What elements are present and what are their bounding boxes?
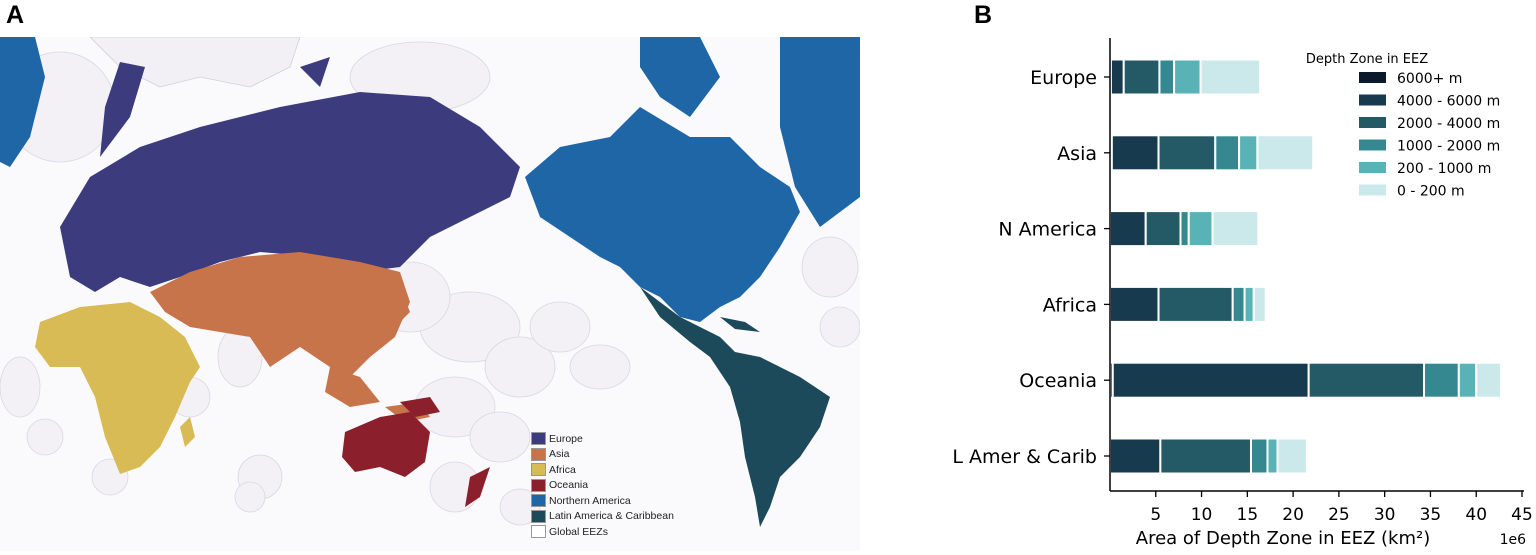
legend-swatch xyxy=(1359,162,1386,173)
bar-segment xyxy=(1457,361,1478,399)
bar-segment xyxy=(1159,437,1252,475)
bar-segment xyxy=(1199,58,1262,96)
depth-zone-chart-svg: Europe Asia N America Africa Oceania L Amer &… xyxy=(952,38,1533,549)
bar-segment xyxy=(1187,210,1214,248)
bar-segment xyxy=(1243,285,1255,323)
legend-entry: 2000 - 4000 m xyxy=(1397,116,1500,132)
legend-entry: 200 - 1000 m xyxy=(1397,161,1491,177)
legend-swatch-europe xyxy=(531,432,546,446)
panel-label-b: B xyxy=(974,1,993,29)
chart-legend: Depth Zone in EEZ 6000+ m 4000 - 6000 m 20… xyxy=(1306,52,1500,200)
bar-segment xyxy=(1266,437,1279,475)
x-tick-label: 10 xyxy=(1191,505,1213,525)
map-legend-item: Global EEZs xyxy=(531,524,674,540)
depth-zone-chart: Europe Asia N America Africa Oceania L Amer &… xyxy=(900,0,1536,551)
bars-group xyxy=(1109,58,1502,475)
legend-entry: 1000 - 2000 m xyxy=(1397,139,1500,155)
bar-segment xyxy=(1157,285,1234,323)
category-tick-label: N America xyxy=(998,219,1097,241)
legend-swatch xyxy=(1359,94,1386,106)
map-legend: Europe Asia Africa Oceania Northern Amer… xyxy=(531,431,674,540)
bar-segment xyxy=(1307,361,1426,399)
bar-segment xyxy=(1109,58,1125,96)
legend-swatch-global-eez xyxy=(531,525,546,539)
bar-segment xyxy=(1249,437,1269,475)
bar-segment xyxy=(1252,285,1267,323)
bar-segment xyxy=(1179,210,1190,248)
x-tick-label: 40 xyxy=(1465,505,1487,525)
legend-label: Africa xyxy=(549,463,576,476)
legend-label: Oceania xyxy=(549,479,589,492)
bar-segment xyxy=(1157,134,1217,172)
legend-label: Northern America xyxy=(549,494,631,507)
x-tick-label: 35 xyxy=(1420,505,1442,525)
bar-segment xyxy=(1109,210,1147,248)
bar-segment xyxy=(1109,285,1160,323)
legend-swatch-asia xyxy=(531,447,546,461)
x-axis-label: Area of Depth Zone in EEZ (km²) xyxy=(1136,528,1430,549)
bar-segment xyxy=(1475,361,1502,399)
x-tick-label: 5 xyxy=(1150,505,1161,525)
legend-label: Asia xyxy=(549,448,570,461)
bar-segment xyxy=(1214,134,1241,172)
world-map-svg xyxy=(0,37,860,551)
bar-segment xyxy=(1256,134,1315,172)
bar-segment xyxy=(1109,437,1162,475)
x-tick-label: 30 xyxy=(1374,505,1396,525)
bar-segment xyxy=(1276,437,1308,475)
map-legend-item: Africa xyxy=(531,462,674,478)
panel-label-a: A xyxy=(6,1,25,29)
bar-segment xyxy=(1173,58,1202,96)
legend-label: Global EEZs xyxy=(549,525,608,538)
bar-segment xyxy=(1211,210,1260,248)
x-tick-label: 20 xyxy=(1282,505,1304,525)
x-axis-multiplier: 1e6 xyxy=(1500,532,1527,548)
legend-entry: 6000+ m xyxy=(1397,71,1462,87)
map-legend-item: Europe xyxy=(531,431,674,447)
x-tick-label: 15 xyxy=(1237,505,1259,525)
legend-entry: 4000 - 6000 m xyxy=(1397,94,1500,110)
bar-segment xyxy=(1111,361,1310,399)
legend-swatch-latin-america xyxy=(531,509,546,523)
axes-group: Europe Asia N America Africa Oceania L Amer &… xyxy=(952,38,1533,525)
bar-segment xyxy=(1231,285,1246,323)
bar-segment xyxy=(1423,361,1460,399)
legend-swatch xyxy=(1359,184,1386,196)
map-legend-item: Northern America xyxy=(531,493,674,509)
category-tick-label: Oceania xyxy=(1019,370,1097,392)
legend-swatch-oceania xyxy=(531,478,546,492)
category-tick-label: L Amer & Carib xyxy=(952,446,1097,468)
legend-swatch xyxy=(1359,117,1386,128)
map-legend-item: Oceania xyxy=(531,478,674,494)
legend-title: Depth Zone in EEZ xyxy=(1306,52,1428,67)
bar-segment xyxy=(1238,134,1259,172)
legend-label: Latin America & Caribbean xyxy=(549,510,674,523)
bar-segment xyxy=(1144,210,1182,248)
x-tick-label: 25 xyxy=(1328,505,1350,525)
legend-swatch-africa xyxy=(531,463,546,477)
category-tick-label: Africa xyxy=(1043,294,1097,316)
legend-label: Europe xyxy=(549,432,583,445)
map-legend-item: Asia xyxy=(531,447,674,463)
x-tick-label: 45 xyxy=(1511,505,1533,525)
legend-swatch xyxy=(1359,72,1386,83)
bar-segment xyxy=(1122,58,1161,96)
map-legend-item: Latin America & Caribbean xyxy=(531,509,674,525)
category-tick-label: Europe xyxy=(1030,67,1097,89)
legend-swatch-northern-america xyxy=(531,494,546,508)
legend-swatch xyxy=(1359,139,1386,151)
world-map xyxy=(0,37,860,551)
legend-entry: 0 - 200 m xyxy=(1397,184,1465,200)
category-tick-label: Asia xyxy=(1057,143,1097,165)
bar-segment xyxy=(1110,134,1160,172)
bar-segment xyxy=(1158,58,1176,96)
